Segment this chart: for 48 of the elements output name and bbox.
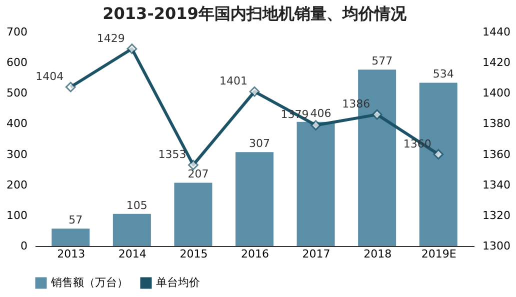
data-label: 307 xyxy=(249,137,270,150)
data-label: 57 xyxy=(68,214,83,227)
bar xyxy=(112,214,151,246)
x-tick-label: 2015 xyxy=(180,248,208,260)
x-tick-label: 2017 xyxy=(302,248,330,260)
data-label: 406 xyxy=(310,106,332,120)
bar xyxy=(52,228,90,246)
y2-tick-label: 1400 xyxy=(482,86,510,100)
data-label: 207 xyxy=(188,168,209,181)
y-tick-label: 300 xyxy=(6,148,28,161)
y2-tick-label: 1380 xyxy=(482,117,510,130)
legend-label: 销售额（万台） xyxy=(50,276,128,289)
y2-tick-label: 1360 xyxy=(482,148,510,161)
legend-label: 单台均价 xyxy=(156,276,200,289)
x-tick-label: 2013 xyxy=(57,248,86,260)
bar xyxy=(296,122,335,246)
y2-tick-label: 1340 xyxy=(482,178,510,192)
y-tick-label: 100 xyxy=(6,208,28,222)
data-label: 1404 xyxy=(36,70,64,84)
y-tick-label: 500 xyxy=(6,86,28,100)
x-tick-label: 2014 xyxy=(118,248,146,260)
data-label: 105 xyxy=(126,198,148,212)
y-tick-label: 200 xyxy=(6,178,28,192)
x-tick-label: 2019E xyxy=(421,248,456,260)
point xyxy=(249,86,260,97)
y2-tick-label: 1420 xyxy=(482,56,510,70)
data-label: 1353 xyxy=(158,148,186,161)
point xyxy=(65,82,76,92)
point xyxy=(433,149,444,160)
data-label: 1429 xyxy=(96,32,125,45)
y-tick-label: 700 xyxy=(6,26,28,38)
y2-tick-label: 1320 xyxy=(482,208,510,222)
point xyxy=(126,44,138,54)
y2-tick-label: 1440 xyxy=(482,26,510,38)
point xyxy=(372,109,382,120)
bar xyxy=(236,152,274,246)
y-tick-label: 0 xyxy=(20,240,28,252)
data-label: 577 xyxy=(372,54,393,68)
data-label: 1401 xyxy=(220,74,248,88)
x-tick-label: 2016 xyxy=(241,248,269,260)
y-tick-label: 400 xyxy=(6,117,28,130)
x-tick-label: 2018 xyxy=(364,248,392,260)
chart-title: 2013-2019年国内扫地机销量、均价情况 xyxy=(102,4,408,23)
data-label: 534 xyxy=(432,68,454,81)
y-tick-label: 600 xyxy=(6,56,28,70)
y2-tick-label: 1300 xyxy=(482,240,510,252)
bar xyxy=(174,182,212,246)
point xyxy=(310,120,322,130)
